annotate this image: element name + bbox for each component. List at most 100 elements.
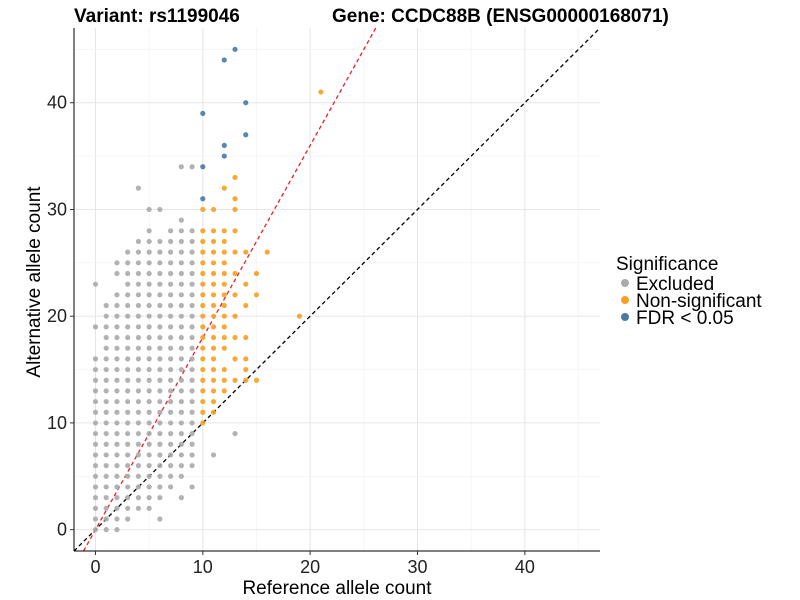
point-excluded bbox=[146, 398, 152, 405]
point-excluded bbox=[103, 313, 109, 319]
point-excluded bbox=[125, 398, 131, 405]
legend-label-excluded: Excluded bbox=[636, 274, 714, 295]
point-non-significant bbox=[232, 377, 238, 383]
point-non-significant bbox=[200, 206, 206, 213]
x-tick-label: 20 bbox=[300, 557, 320, 577]
point-excluded bbox=[92, 505, 99, 511]
x-tick-label: 0 bbox=[90, 557, 100, 577]
point-excluded bbox=[135, 356, 142, 362]
point-fdr-0-05 bbox=[221, 142, 227, 149]
point-excluded bbox=[178, 473, 184, 479]
point-non-significant bbox=[243, 377, 249, 383]
point-excluded bbox=[157, 292, 163, 298]
point-excluded bbox=[103, 452, 109, 458]
point-excluded bbox=[146, 302, 152, 309]
point-fdr-0-05 bbox=[243, 100, 249, 106]
point-non-significant bbox=[243, 366, 249, 373]
point-excluded bbox=[103, 430, 109, 437]
point-excluded bbox=[92, 527, 99, 533]
point-excluded bbox=[178, 398, 184, 405]
legend-key-excluded bbox=[621, 279, 629, 287]
point-excluded bbox=[135, 185, 142, 191]
point-excluded bbox=[157, 366, 163, 373]
point-excluded bbox=[157, 473, 163, 479]
point-excluded bbox=[168, 292, 174, 298]
point-excluded bbox=[103, 324, 109, 330]
point-non-significant bbox=[200, 260, 206, 266]
point-excluded bbox=[114, 292, 120, 298]
point-excluded bbox=[168, 473, 174, 479]
point-excluded bbox=[114, 463, 120, 469]
legend-label-fdr: FDR < 0.05 bbox=[636, 308, 734, 329]
point-excluded bbox=[92, 430, 99, 437]
point-excluded bbox=[135, 463, 142, 469]
reference-lines bbox=[73, 27, 601, 552]
y-ticks: 0 10 20 30 40 bbox=[47, 93, 74, 540]
point-excluded bbox=[135, 302, 142, 309]
point-excluded bbox=[168, 484, 174, 490]
point-excluded bbox=[114, 527, 120, 533]
point-non-significant bbox=[221, 334, 227, 341]
point-excluded bbox=[157, 516, 163, 522]
point-excluded bbox=[146, 206, 152, 213]
point-excluded bbox=[157, 463, 163, 469]
point-excluded bbox=[157, 238, 163, 245]
point-excluded bbox=[125, 495, 131, 501]
point-non-significant bbox=[200, 388, 206, 394]
point-excluded bbox=[125, 270, 131, 277]
point-excluded bbox=[168, 238, 174, 245]
point-non-significant bbox=[264, 249, 270, 255]
point-non-significant bbox=[210, 249, 217, 255]
point-excluded bbox=[114, 324, 120, 330]
point-excluded bbox=[114, 441, 120, 447]
point-non-significant bbox=[210, 356, 217, 362]
point-excluded bbox=[178, 420, 184, 426]
point-excluded bbox=[125, 516, 131, 522]
point-excluded bbox=[189, 302, 195, 309]
point-excluded bbox=[114, 377, 120, 383]
point-excluded bbox=[146, 505, 152, 511]
point-excluded bbox=[146, 260, 152, 266]
point-excluded bbox=[103, 377, 109, 383]
point-excluded bbox=[135, 420, 142, 426]
point-non-significant bbox=[210, 345, 217, 351]
point-excluded bbox=[178, 313, 184, 319]
point-excluded bbox=[114, 302, 120, 309]
point-excluded bbox=[157, 484, 163, 490]
point-excluded bbox=[168, 398, 174, 405]
point-excluded bbox=[189, 430, 195, 437]
point-excluded bbox=[189, 238, 195, 245]
point-excluded bbox=[168, 356, 174, 362]
point-excluded bbox=[125, 302, 131, 309]
point-excluded bbox=[92, 356, 99, 362]
legend-entry-excluded: Excluded bbox=[621, 274, 714, 295]
point-non-significant bbox=[210, 388, 217, 394]
point-excluded bbox=[146, 356, 152, 362]
legend-title: Significance bbox=[616, 254, 718, 275]
point-excluded bbox=[189, 463, 195, 469]
point-fdr-0-05 bbox=[200, 196, 206, 202]
point-excluded bbox=[146, 441, 152, 447]
point-excluded bbox=[168, 270, 174, 277]
axes bbox=[73, 28, 600, 552]
point-excluded bbox=[146, 495, 152, 501]
y-tick-label: 0 bbox=[57, 520, 67, 540]
point-excluded bbox=[103, 484, 109, 490]
legend-key-fdr bbox=[621, 313, 629, 321]
point-excluded bbox=[178, 356, 184, 362]
point-excluded bbox=[146, 334, 152, 341]
legend-key-non-significant bbox=[621, 296, 629, 304]
point-excluded bbox=[92, 484, 99, 490]
point-non-significant bbox=[210, 228, 217, 234]
point-non-significant bbox=[221, 281, 227, 287]
point-excluded bbox=[125, 430, 131, 437]
point-excluded bbox=[125, 505, 131, 511]
point-excluded bbox=[135, 292, 142, 298]
point-excluded bbox=[135, 495, 142, 501]
point-excluded bbox=[178, 249, 184, 255]
point-excluded bbox=[146, 366, 152, 373]
point-excluded bbox=[168, 302, 174, 309]
point-excluded bbox=[114, 260, 120, 266]
point-excluded bbox=[232, 430, 238, 437]
point-excluded bbox=[146, 270, 152, 277]
